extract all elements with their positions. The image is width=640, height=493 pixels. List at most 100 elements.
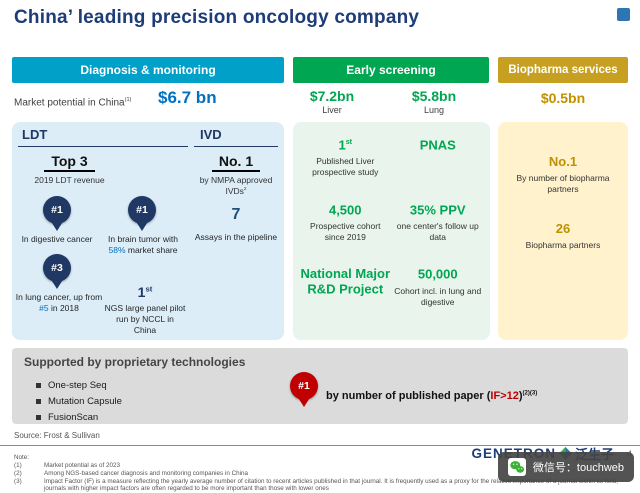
footnote-ref-1: (1): [124, 97, 132, 103]
ivd-rank-caption-text: by NMPA approved IVDs: [199, 175, 273, 196]
ldt-header-rule: [18, 146, 188, 147]
footnote-row: (1) Market potential as of 2023: [14, 462, 620, 470]
stat-value: PNAS: [419, 137, 456, 153]
pipeline-caption: Assays in the pipeline: [194, 232, 278, 242]
stat-value-base: 50,000: [417, 266, 458, 282]
column-header-diagnosis: Diagnosis & monitoring: [12, 57, 284, 83]
caption-text: in 2018: [48, 303, 79, 314]
stat-value: 26: [555, 221, 571, 237]
first-rank-base: 1: [137, 284, 146, 300]
screening-stat: 35% PPV one center's follow up data: [392, 201, 485, 268]
footnote-text: Among NGS-based cancer diagnosis and mon…: [44, 469, 249, 477]
bullet-label: FusionScan: [48, 411, 99, 423]
claim-text: by number of published paper (: [326, 390, 491, 402]
claim-text: ): [518, 390, 523, 402]
map-pin-icon-red: #1: [290, 372, 318, 400]
stat-caption: one center's follow up data: [396, 220, 479, 242]
tech-bullet: One-step Seq: [36, 377, 122, 393]
screening-stat: 4,500 Prospective cohort since 2019: [299, 201, 392, 268]
bullet-icon: [36, 382, 41, 388]
stat-value-base: PNAS: [419, 137, 456, 153]
stat-value-base: 35% PPV: [409, 201, 466, 217]
footnote-ref-2: 2: [243, 185, 247, 191]
tech-bullet-list: One-step Seq Mutation Capsule FusionScan: [36, 377, 122, 425]
column-header-early-screening: Early screening: [293, 57, 489, 83]
tech-bullet: Mutation Capsule: [36, 393, 122, 409]
bullet-icon: [36, 414, 41, 420]
pin-rank-label: #1: [136, 204, 148, 216]
bullet-icon: [36, 398, 41, 404]
stat-value-base: National Major R&D Project: [300, 266, 391, 297]
stat-value: 50,000: [418, 267, 458, 282]
market-value-diagnosis: $6.7 bn: [158, 88, 217, 107]
stat-value-sup: st: [345, 138, 353, 146]
biopharma-stat: 26 Biopharma partners: [526, 221, 601, 251]
market-potential-text: Market potential in China: [14, 97, 125, 109]
corner-logo-mark: [617, 8, 630, 21]
claim-highlight: IF>12: [490, 390, 519, 402]
first-rank-caption: NGS large panel pilot run by NCCL in Chi…: [104, 303, 186, 336]
ldt-rank: Top 3: [44, 153, 95, 172]
stat-value: 4,500: [328, 201, 362, 218]
map-pin-icon: #1: [43, 196, 71, 224]
stat-caption: Biopharma partners: [525, 240, 601, 251]
column-header-biopharma: Biopharma services: [498, 57, 628, 83]
stat-value-base: 1: [338, 137, 346, 153]
stat-caption: By number of biopharma partners: [516, 173, 610, 195]
ngs-first-block: 1st NGS large panel pilot run by NCCL in…: [104, 284, 186, 336]
stat-value-base: 4,500: [328, 201, 362, 217]
ivd-header: IVD: [200, 127, 222, 142]
bullet-label: One-step Seq: [48, 379, 107, 391]
early-screening-panel: 1st Published Liver prospective study PN…: [293, 122, 490, 340]
caption-highlight: #5: [39, 303, 49, 314]
footnote-ref-23: (2)(3): [522, 390, 538, 397]
footnote-number: (2): [14, 469, 22, 477]
tech-panel-title: Supported by proprietary technologies: [24, 355, 246, 369]
stat-caption: Published Liver prospective study: [312, 156, 379, 178]
footnote-row: (2) Among NGS-based cancer diagnosis and…: [14, 470, 620, 478]
wechat-account-label: 微信号：touchweb: [532, 462, 624, 474]
source-line: Source: Frost & Sullivan: [14, 431, 100, 440]
pin-caption-digestive: In digestive cancer: [21, 234, 93, 244]
proprietary-tech-panel: Supported by proprietary technologies On…: [12, 348, 628, 424]
pin-caption-lung: In lung cancer, up from #5 in 2018: [14, 292, 104, 314]
wechat-watermark: 微信号：touchweb: [497, 452, 634, 482]
map-pin-icon: #3: [43, 254, 71, 282]
published-paper-claim: by number of published paper (IF>12)(2)(…: [326, 390, 537, 402]
first-rank: 1st: [104, 284, 186, 300]
footnote-number: (1): [14, 461, 22, 469]
diagnosis-monitoring-panel: LDT IVD Top 3 2019 LDT revenue No. 1 by …: [12, 122, 284, 340]
stat-value: National Major R&D Project: [299, 266, 392, 297]
ldt-rank-caption: 2019 LDT revenue: [34, 175, 105, 185]
market-potential-label: Market potential in China(1): [14, 97, 131, 108]
stat-value: 1st: [338, 137, 353, 153]
market-value-liver: $7.2bn Liver: [294, 88, 370, 115]
ivd-rank-caption: by NMPA approved IVDs2: [192, 175, 280, 196]
tech-bullet: FusionScan: [36, 409, 122, 425]
ldt-rank-block: Top 3 2019 LDT revenue: [22, 153, 117, 186]
bullet-label: Mutation Capsule: [48, 395, 122, 407]
ivd-pipeline-block: 7 Assays in the pipeline: [194, 206, 278, 243]
value-text: $5.8bn: [411, 88, 457, 104]
footnote-row: (3) Impact Factor (IF) is a measure refl…: [14, 478, 620, 493]
pin-caption-brain-tumor: In brain tumor with 58% market share: [101, 234, 185, 256]
stat-value: 35% PPV: [409, 201, 466, 218]
value-text: $7.2bn: [309, 88, 355, 104]
footnote-text: Market potential as of 2023: [44, 461, 120, 469]
pin-rank-label: #1: [298, 380, 310, 392]
screening-stat: PNAS: [392, 137, 485, 203]
first-rank-sup: st: [145, 284, 153, 294]
page-title: China’ leading precision oncology compan…: [14, 7, 420, 28]
biopharma-stat: No.1 By number of biopharma partners: [513, 154, 613, 195]
footnote-text: Impact Factor (IF) is a measure reflecti…: [44, 477, 618, 493]
pin-rank-label: #3: [51, 262, 63, 274]
ivd-rank: No. 1: [211, 153, 261, 172]
wechat-icon: [507, 458, 526, 476]
note-label: Note:: [14, 454, 30, 461]
biopharma-panel: No.1 By number of biopharma partners 26 …: [498, 122, 628, 340]
footer-divider: [0, 445, 640, 446]
caption-highlight: 58%: [108, 245, 126, 256]
screening-stat: 50,000 Cohort incl. in lung and digestiv…: [392, 267, 485, 332]
ldt-header: LDT: [22, 127, 48, 142]
